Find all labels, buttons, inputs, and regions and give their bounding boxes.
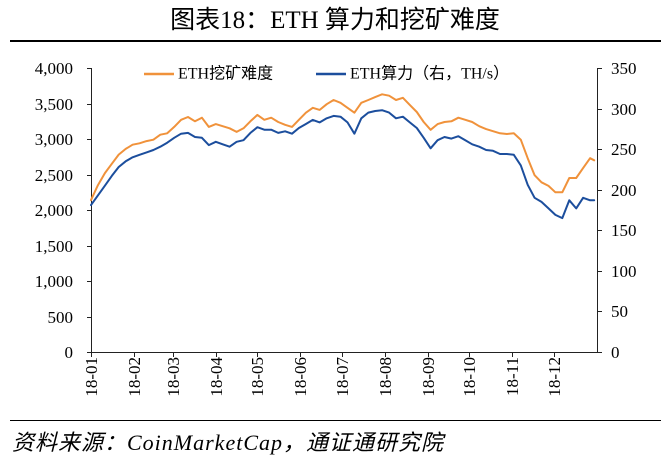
x-tick-label: 18-09 xyxy=(419,357,438,397)
legend: ETH挖矿难度 ETH算力（右，TH/s） xyxy=(144,64,509,83)
right-tick-label: 0 xyxy=(611,343,620,362)
title-underline xyxy=(10,40,661,42)
x-tick-label: 18-05 xyxy=(248,357,267,397)
left-tick-label: 500 xyxy=(48,308,74,327)
left-tick-label: 3,500 xyxy=(35,95,73,114)
right-tick-label: 100 xyxy=(611,262,637,281)
right-axis-ticks: 0 50 100 150 200 250 300 350 xyxy=(597,59,637,362)
left-axis-ticks: 0 500 1,000 1,500 2,000 2,500 3,000 3,500 4,000 xyxy=(35,59,92,362)
x-tick-label: 18-06 xyxy=(291,357,310,397)
right-tick-label: 50 xyxy=(611,302,628,321)
legend-label-hashrate: ETH算力（右，TH/s） xyxy=(350,64,509,83)
series-line-hashrate xyxy=(90,109,596,220)
right-tick-label: 150 xyxy=(611,221,637,240)
left-tick-label: 0 xyxy=(65,343,74,362)
left-tick-label: 1,000 xyxy=(35,272,73,291)
source-divider xyxy=(10,420,661,421)
series-line-difficulty xyxy=(90,93,596,202)
right-tick-label: 300 xyxy=(611,100,637,119)
left-tick-label: 2,000 xyxy=(35,201,73,220)
x-tick-label: 18-02 xyxy=(125,357,144,397)
x-tick-label: 18-03 xyxy=(164,357,183,397)
left-tick-label: 3,000 xyxy=(35,130,73,149)
left-tick-label: 4,000 xyxy=(35,59,73,78)
x-tick-label: 18-04 xyxy=(207,357,226,397)
left-tick-label: 2,500 xyxy=(35,166,73,185)
x-tick-label: 18-08 xyxy=(376,357,395,397)
dual-axis-line-chart: 05001,0001,5002,0002,5003,0003,5004,000 … xyxy=(35,59,637,397)
source-note: 资料来源：CoinMarketCap，通证通研究院 xyxy=(12,430,444,455)
x-tick-label: 18-11 xyxy=(503,357,522,396)
chart-axes xyxy=(91,68,598,353)
series-lines xyxy=(90,93,596,220)
x-tick-label: 18-07 xyxy=(333,357,352,397)
x-tick-label: 18-10 xyxy=(460,357,479,397)
left-tick-label: 1,500 xyxy=(35,237,73,256)
figure-title: 图表18：ETH 算力和挖矿难度 xyxy=(170,7,500,34)
right-tick-label: 250 xyxy=(611,140,637,159)
legend-label-difficulty: ETH挖矿难度 xyxy=(178,65,273,83)
x-tick-label: 18-01 xyxy=(82,357,101,397)
x-axis-ticks: 18-01 18-02 18-03 18-04 18-05 18-06 18-07 18-08… xyxy=(82,352,564,397)
right-tick-label: 350 xyxy=(611,59,637,78)
x-tick-label: 18-12 xyxy=(545,357,564,397)
right-tick-label: 200 xyxy=(611,181,637,200)
